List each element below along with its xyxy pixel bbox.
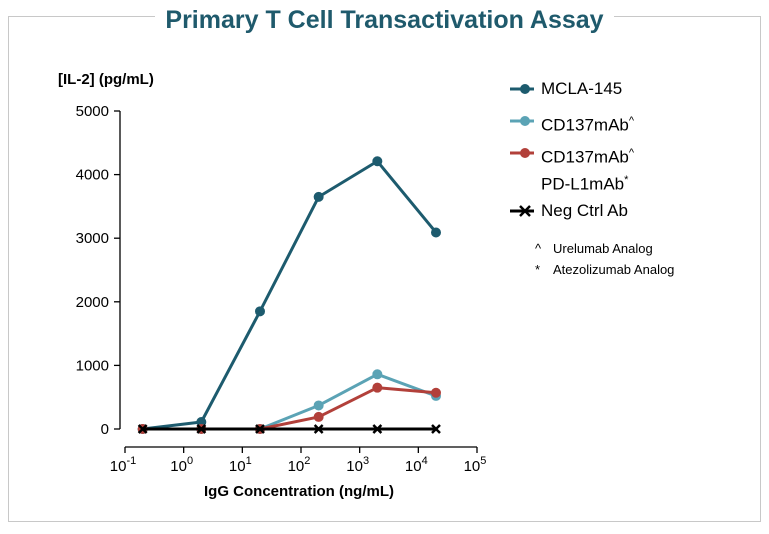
legend-item-mcla-145[interactable]: MCLA-145 [508,78,758,110]
x-tick-label: 102 [288,455,311,475]
legend-marker-neg-ctrl-ab [510,205,534,217]
chart-title: Primary T Cell Transactivation Assay [0,6,769,35]
data-point-cd137mab [372,369,383,380]
data-point-mcla-145 [254,306,265,317]
legend-item-neg-ctrl-ab[interactable]: Neg Ctrl Ab [508,200,758,232]
footnote-symbol: * [535,262,541,277]
data-point-mcla-145 [372,156,383,167]
legend-label: Neg Ctrl Ab [541,201,628,220]
y-tick-label: 3000 [76,230,109,247]
x-tick-label: 103 [346,455,369,475]
x-tick-label: 101 [229,455,252,475]
x-axis-label: IgG Concentration (ng/mL) [204,483,394,500]
series-line-mcla-145 [142,159,438,431]
y-tick-label: 5000 [76,103,109,120]
data-point-cd137mab [313,400,324,411]
footnote-urelumab: ^ Urelumab Analog [535,241,653,256]
x-tick-label: 104 [405,455,428,475]
x-tick-label: 10-1 [110,455,136,475]
y-axis-label: [IL-2] (pg/mL) [58,71,154,88]
legend-marker-mcla-145 [510,84,534,94]
footnote-text: Urelumab Analog [553,241,653,256]
legend-sup: ^ [628,147,635,159]
data-point-mcla-145 [313,191,324,202]
legend-sup: * [624,173,629,186]
data-point-neg-ctrl-ab [137,424,148,434]
data-point-neg-ctrl-ab [313,424,324,434]
x-tick-label: 100 [170,455,193,475]
legend-label: MCLA-145 [541,79,623,98]
legend-label: CD137mAb [541,147,629,167]
y-tick-label: 2000 [76,294,109,311]
legend: MCLA-145 CD137mAb^ CD137mAb^ PD-L1mAb* N… [508,78,758,232]
data-point-cd137mab-pd-l1mab [372,382,383,393]
data-point-mcla-145 [430,227,441,238]
data-point-mcla-145 [196,417,207,428]
y-tick-label: 1000 [76,357,109,374]
footnote-atezolizumab: * Atezolizumab Analog [535,262,674,277]
data-point-neg-ctrl-ab [372,424,383,434]
legend-sup: ^ [628,115,635,127]
legend-label-line2: PD-L1mAb [541,174,625,194]
footnote-symbol: ^ [535,241,542,256]
data-point-neg-ctrl-ab [255,424,265,434]
x-tick-label: 105 [464,455,487,475]
data-point-cd137mab-pd-l1mab [313,411,324,422]
y-tick-label: 0 [101,421,109,438]
legend-label: CD137mAb [541,115,629,135]
data-point-cd137mab-pd-l1mab [430,387,441,398]
footnote-text: Atezolizumab Analog [553,262,675,277]
data-point-neg-ctrl-ab [196,424,207,434]
legend-marker-cd137mab [510,116,534,126]
y-tick-label: 4000 [76,167,109,184]
series-line-cd137mab [142,372,437,431]
data-point-neg-ctrl-ab [431,424,441,434]
legend-item-cd137mab-pd-l1mab[interactable]: CD137mAb^ PD-L1mAb* [508,142,758,200]
legend-item-cd137mab[interactable]: CD137mAb^ [508,110,758,142]
legend-marker-cd137mab-pd-l1mab [510,148,534,158]
